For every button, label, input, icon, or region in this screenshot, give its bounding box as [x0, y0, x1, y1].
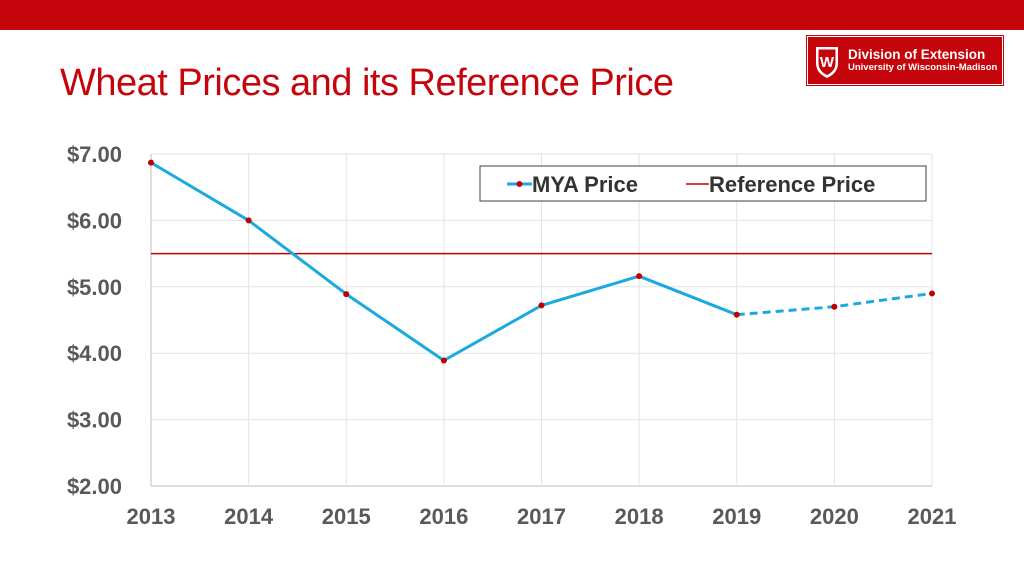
- extension-logo: W Division of Extension University of Wi…: [807, 36, 1003, 85]
- y-tick-label: $5.00: [67, 275, 122, 300]
- x-tick-label: 2017: [517, 504, 566, 529]
- x-tick-label: 2021: [908, 504, 957, 529]
- legend-reference-label: Reference Price: [709, 172, 875, 197]
- legend-mya-marker: [516, 181, 523, 187]
- series-lines: [148, 159, 935, 364]
- y-tick-label: $6.00: [67, 208, 122, 233]
- x-tick-label: 2013: [127, 504, 176, 529]
- mya-price-point: [440, 357, 447, 364]
- x-tick-label: 2016: [419, 504, 468, 529]
- logo-subtitle: University of Wisconsin-Madison: [848, 61, 998, 73]
- mya-price-point: [343, 291, 350, 298]
- y-tick-label: $4.00: [67, 341, 122, 366]
- mya-price-point: [929, 290, 935, 297]
- x-axis-ticks: 2013 2014 2015 2016 2017 2018 2019 2020 2021: [127, 504, 957, 529]
- mya-price-point: [636, 273, 643, 280]
- top-banner: [0, 0, 1024, 30]
- y-tick-label: $2.00: [67, 474, 122, 499]
- logo-title: Division of Extension: [848, 47, 986, 63]
- slide-title: Wheat Prices and its Reference Price: [60, 62, 674, 104]
- mya-price-point: [538, 302, 545, 309]
- crest-letter: W: [820, 54, 835, 71]
- y-tick-label: $7.00: [67, 142, 122, 167]
- mya-price-point: [733, 311, 740, 318]
- mya-price-point: [148, 159, 154, 166]
- mya-price-point: [245, 217, 252, 224]
- y-tick-label: $3.00: [67, 408, 122, 433]
- legend: MYA Price Reference Price: [479, 165, 927, 202]
- crest-icon: W: [816, 46, 838, 78]
- x-tick-label: 2019: [712, 504, 761, 529]
- x-tick-label: 2015: [322, 504, 371, 529]
- mya-price-point: [831, 303, 838, 310]
- y-axis-ticks: $2.00 $3.00 $4.00 $5.00 $6.00 $7.00: [67, 142, 122, 499]
- legend-mya-label: MYA Price: [532, 172, 638, 197]
- x-tick-label: 2014: [224, 504, 274, 529]
- x-tick-label: 2018: [615, 504, 664, 529]
- grid: [150, 153, 933, 487]
- x-tick-label: 2020: [810, 504, 859, 529]
